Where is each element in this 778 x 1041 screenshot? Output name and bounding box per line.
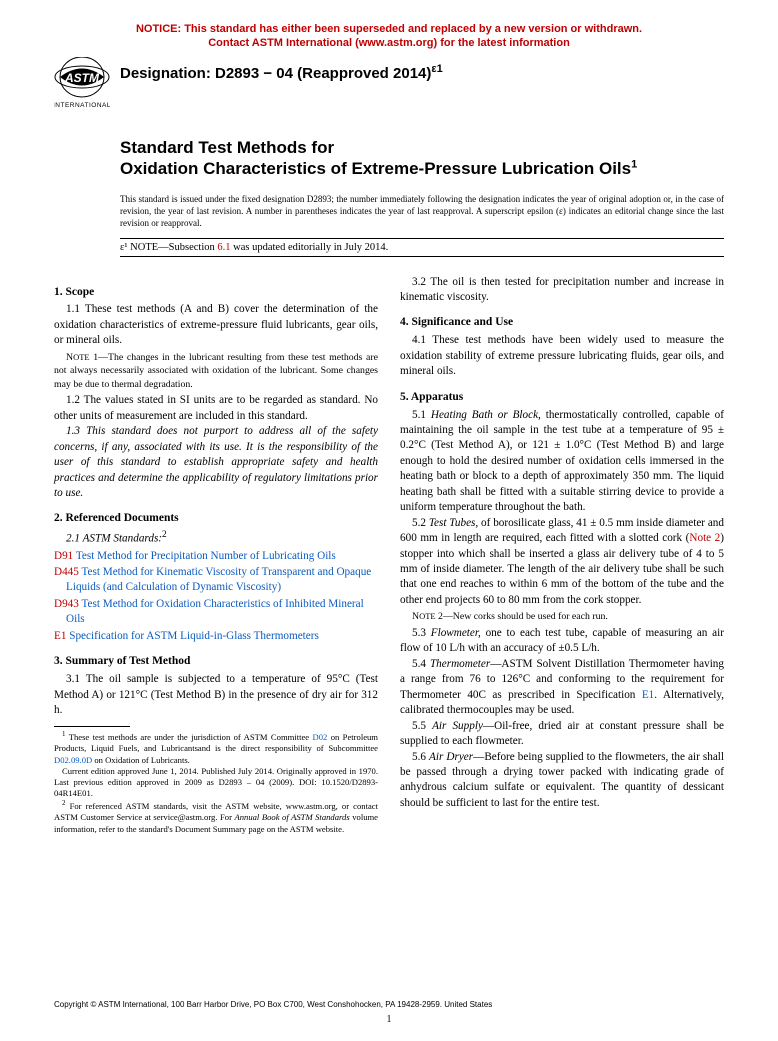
notice-line1: NOTICE: This standard has either been su… <box>136 23 642 35</box>
para-5-6: 5.6 Air Dryer—Before being supplied to t… <box>400 750 724 812</box>
svg-text:ASTM: ASTM <box>64 71 100 85</box>
footnote-1: 1 These test methods are under the juris… <box>54 730 378 765</box>
para-5-4: 5.4 Thermometer—ASTM Solvent Distillatio… <box>400 657 724 719</box>
para-1-3: 1.3 This standard does not purport to ad… <box>54 424 378 501</box>
ref-e1[interactable]: E1 Specification for ASTM Liquid-in-Glas… <box>54 629 378 644</box>
section-5-head: 5. Apparatus <box>400 390 724 406</box>
notice-banner: NOTICE: This standard has either been su… <box>54 22 724 51</box>
para-3-1: 3.1 The oil sample is subjected to a tem… <box>54 672 378 718</box>
ref-d943[interactable]: D943 Test Method for Oxidation Character… <box>54 597 378 628</box>
header-row: ASTM INTERNATIONAL Designation: D2893 − … <box>54 57 724 109</box>
right-column: 3.2 The oil is then tested for precipita… <box>400 275 724 835</box>
link-d02[interactable]: D02 <box>313 732 328 742</box>
footnote-2: 2 For referenced ASTM standards, visit t… <box>54 799 378 834</box>
section-4-head: 4. Significance and Use <box>400 315 724 331</box>
issuance-note: This standard is issued under the fixed … <box>120 193 724 229</box>
ref-d445[interactable]: D445 Test Method for Kinematic Viscosity… <box>54 565 378 596</box>
link-d02-09-0d[interactable]: D02.09.0D <box>54 755 92 765</box>
para-3-2: 3.2 The oil is then tested for precipita… <box>400 275 724 306</box>
note-1: NOTE 1—The changes in the lubricant resu… <box>54 351 378 392</box>
astm-logo: ASTM INTERNATIONAL <box>54 57 110 109</box>
link-6-1[interactable]: 6.1 <box>217 242 230 253</box>
link-note-2[interactable]: Note 2 <box>689 532 720 544</box>
para-1-2: 1.2 The values stated in SI units are to… <box>54 393 378 424</box>
para-5-5: 5.5 Air Supply—Oil-free, dried air at co… <box>400 719 724 750</box>
para-2-1: 2.1 ASTM Standards:2 <box>54 529 378 547</box>
footnote-separator <box>54 726 130 727</box>
para-4-1: 4.1 These test methods have been widely … <box>400 333 724 379</box>
para-5-3: 5.3 Flowmeter, one to each test tube, ca… <box>400 626 724 657</box>
designation-text: Designation: D2893 − 04 (Reapproved 2014… <box>120 65 431 82</box>
svg-text:INTERNATIONAL: INTERNATIONAL <box>54 102 110 109</box>
designation-epsilon: ε1 <box>431 63 442 75</box>
para-5-1: 5.1 Heating Bath or Block, thermostatica… <box>400 408 724 516</box>
footnote-1b: Current edition approved June 1, 2014. P… <box>54 766 378 800</box>
section-3-head: 3. Summary of Test Method <box>54 654 378 670</box>
copyright-line: Copyright © ASTM International, 100 Barr… <box>54 1000 492 1009</box>
title-block: Standard Test Methods for Oxidation Char… <box>120 137 724 257</box>
para-5-2: 5.2 Test Tubes, of borosilicate glass, 4… <box>400 516 724 609</box>
title-main: Oxidation Characteristics of Extreme-Pre… <box>120 158 724 179</box>
left-column: 1. Scope 1.1 These test methods (A and B… <box>54 275 378 835</box>
title-prefix: Standard Test Methods for <box>120 137 724 158</box>
designation: Designation: D2893 − 04 (Reapproved 2014… <box>120 63 443 82</box>
note-2: NOTE 2—New corks should be used for each… <box>400 610 724 624</box>
link-e1[interactable]: E1 <box>642 689 654 701</box>
two-column-body: 1. Scope 1.1 These test methods (A and B… <box>54 275 724 835</box>
section-2-head: 2. Referenced Documents <box>54 511 378 527</box>
notice-line2: Contact ASTM International (www.astm.org… <box>208 37 570 49</box>
section-1-head: 1. Scope <box>54 285 378 301</box>
ref-d91[interactable]: D91 Test Method for Precipitation Number… <box>54 549 378 564</box>
page-number: 1 <box>0 1014 778 1025</box>
para-1-1: 1.1 These test methods (A and B) cover t… <box>54 302 378 348</box>
epsilon-note: ε¹ NOTE—Subsection 6.1 was updated edito… <box>120 238 724 257</box>
